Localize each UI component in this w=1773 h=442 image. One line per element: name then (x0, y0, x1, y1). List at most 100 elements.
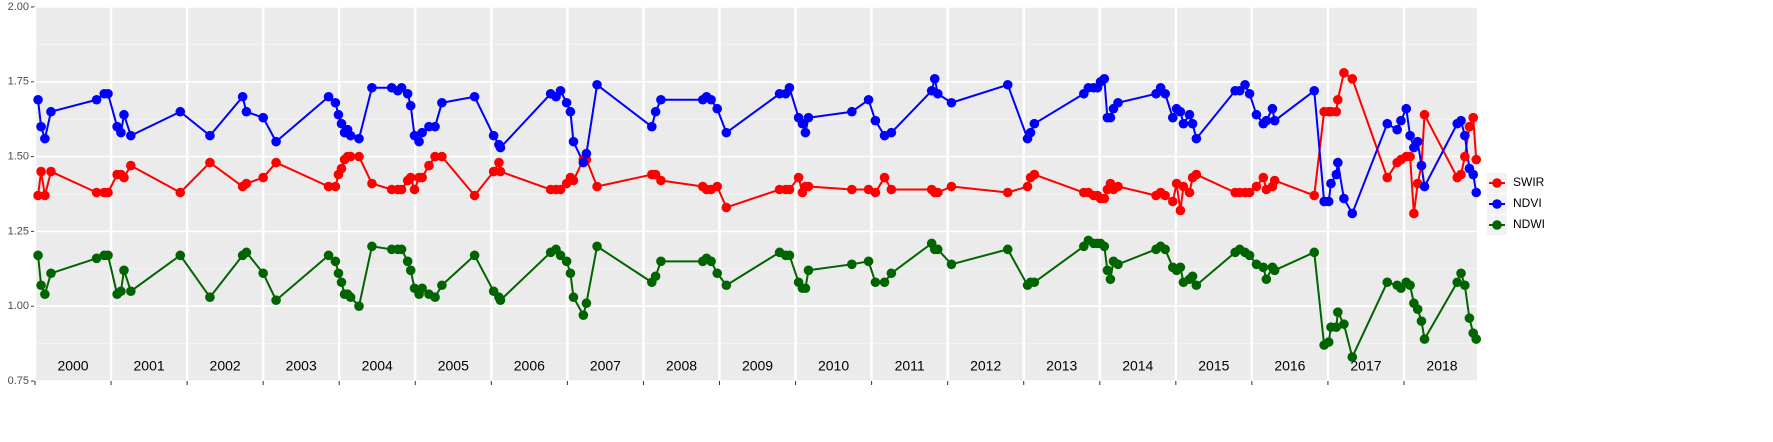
data-point (396, 82, 407, 93)
data-point (1392, 124, 1402, 135)
data-point (870, 187, 881, 198)
data-point (800, 127, 811, 138)
data-point (430, 292, 440, 303)
year-label: 2016 (1274, 358, 1305, 374)
data-point (409, 184, 420, 195)
data-point (1160, 88, 1170, 99)
y-tick-label: 1.25 (8, 225, 29, 237)
data-point (402, 256, 413, 267)
data-point (1333, 94, 1343, 105)
data-point (1184, 187, 1195, 198)
data-point (33, 250, 43, 261)
data-point (333, 109, 344, 120)
data-point (1178, 118, 1189, 129)
data-point (424, 160, 434, 171)
data-point (1175, 262, 1186, 273)
data-point (1323, 196, 1334, 207)
data-point (1339, 193, 1349, 204)
legend-label: NDVI (1513, 196, 1542, 210)
data-point (1244, 187, 1255, 198)
data-point (1105, 274, 1116, 285)
data-point (1175, 106, 1186, 117)
data-point (1331, 106, 1342, 117)
data-point (205, 157, 215, 168)
data-point (1102, 265, 1113, 276)
year-label: 2005 (438, 358, 469, 374)
data-point (656, 256, 666, 267)
data-point (1347, 208, 1358, 219)
data-point (784, 82, 795, 93)
data-point (929, 74, 940, 84)
data-point (402, 88, 413, 99)
data-point (706, 94, 716, 105)
data-point (175, 250, 186, 261)
data-point (1382, 118, 1393, 129)
data-point (116, 286, 126, 297)
data-point (946, 181, 957, 192)
data-point (568, 175, 579, 186)
data-point (1184, 109, 1195, 120)
data-point (946, 259, 957, 270)
data-point (784, 250, 795, 261)
data-point (330, 256, 341, 267)
data-point (886, 127, 897, 138)
data-point (414, 136, 424, 147)
data-point (1331, 322, 1342, 332)
legend-key-point (1492, 199, 1502, 209)
data-point (1269, 265, 1280, 276)
data-point (1160, 244, 1170, 255)
data-point (469, 91, 480, 102)
data-point (417, 127, 427, 138)
data-point (1187, 271, 1198, 282)
data-point (336, 163, 347, 174)
year-label: 2000 (57, 358, 88, 374)
data-point (46, 166, 56, 177)
year-label: 2002 (210, 358, 241, 374)
data-point (1416, 316, 1427, 326)
data-point (396, 184, 407, 195)
data-point (568, 292, 579, 303)
data-point (1167, 112, 1178, 123)
data-point (1339, 319, 1349, 329)
data-point (592, 241, 602, 252)
data-point (803, 181, 814, 192)
data-point (1456, 115, 1466, 126)
data-point (1029, 118, 1040, 129)
year-label: 2015 (1198, 358, 1229, 374)
y-tick-label: 1.50 (8, 151, 29, 163)
data-point (1419, 109, 1430, 120)
data-point (116, 127, 126, 138)
data-point (119, 109, 129, 120)
data-point (721, 202, 732, 213)
data-point (578, 310, 589, 320)
data-point (1029, 277, 1040, 288)
year-label: 2001 (134, 358, 165, 374)
data-point (656, 175, 666, 186)
data-point (1258, 262, 1269, 273)
data-point (119, 265, 129, 276)
data-point (847, 184, 857, 195)
data-point (323, 250, 334, 261)
data-point (119, 172, 129, 183)
data-point (40, 133, 50, 144)
data-point (870, 277, 881, 288)
data-point (1412, 304, 1423, 314)
data-point (1471, 187, 1482, 198)
legend-key-point (1492, 220, 1502, 230)
data-point (367, 82, 377, 93)
data-point (565, 106, 576, 117)
data-point (417, 283, 427, 294)
data-point (354, 151, 364, 162)
data-point (863, 256, 874, 267)
legend-key-point (1492, 178, 1502, 188)
data-point (258, 172, 268, 183)
data-point (437, 280, 447, 291)
data-point (932, 88, 943, 99)
data-point (1405, 130, 1415, 141)
data-point (1382, 172, 1393, 183)
data-point (1269, 175, 1280, 186)
data-point (1002, 244, 1013, 255)
data-point (1244, 250, 1255, 261)
data-point (333, 268, 344, 279)
data-point (1419, 334, 1430, 344)
